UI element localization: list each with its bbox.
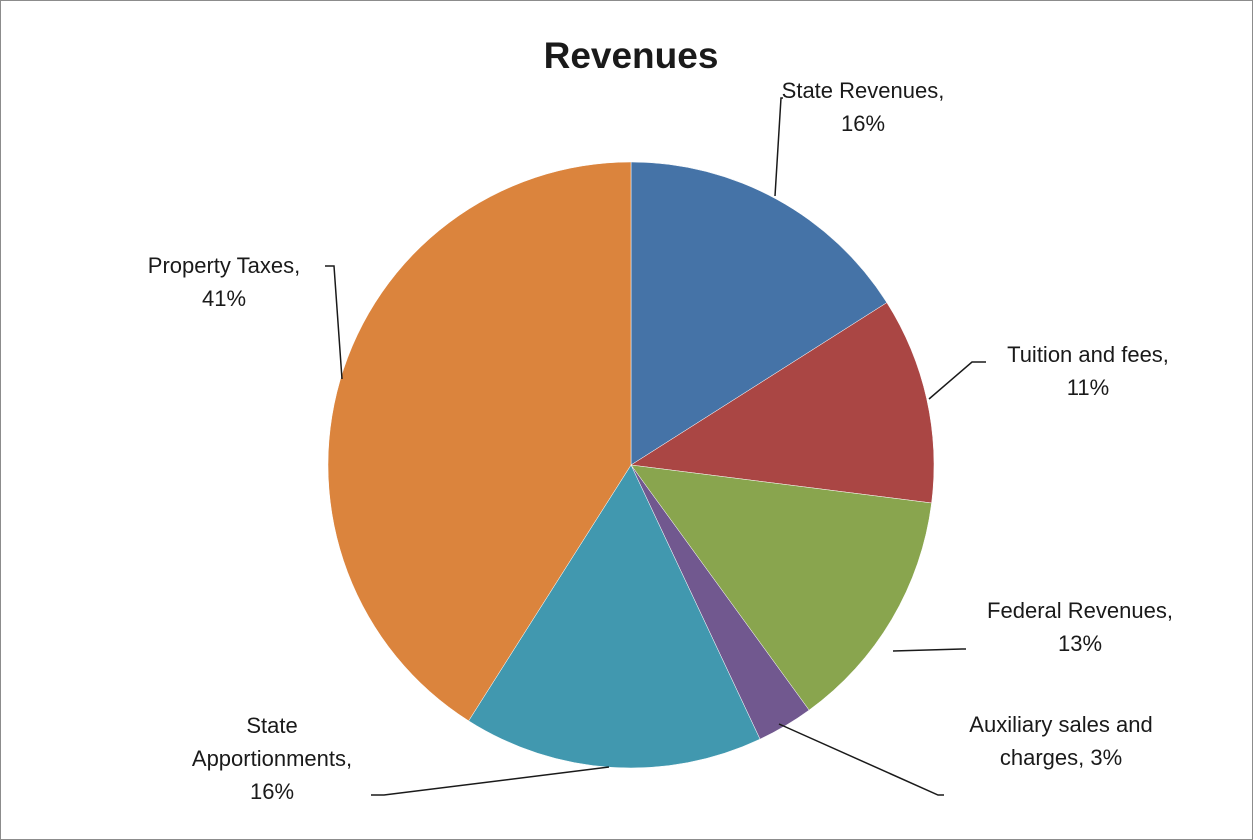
leader-line [774, 97, 783, 197]
slice-labels: State Revenues, 16% Tuition and fees, 11% Fe… [148, 78, 1173, 804]
pie-slices [327, 161, 935, 769]
data-label: Auxiliary sales and charges, 3% [969, 712, 1152, 770]
data-label-line: charges, 3% [1000, 745, 1122, 770]
data-label-line: 16% [250, 779, 294, 804]
leader-line [325, 265, 343, 380]
chart-title: Revenues [544, 35, 719, 76]
leader-line [778, 723, 944, 796]
leader-line [892, 648, 966, 652]
leader-lines [325, 97, 986, 796]
data-label: State Apportionments, 16% [192, 713, 352, 804]
data-label-line: Apportionments, [192, 746, 352, 771]
pie-slice-tuition-and-fees [630, 302, 935, 504]
pie-slice-state-apportionments [468, 464, 761, 769]
data-label-line: State [246, 713, 297, 738]
leader-line [371, 766, 610, 796]
data-label-line: Property Taxes, [148, 253, 300, 278]
data-label-line: 11% [1067, 375, 1109, 400]
data-label-line: Federal Revenues, [987, 598, 1173, 623]
data-label-line: 13% [1058, 631, 1102, 656]
data-label-line: Tuition and fees, [1007, 342, 1169, 367]
pie-slice-federal-revenues [630, 464, 932, 711]
data-label-line: Auxiliary sales and [969, 712, 1152, 737]
data-label: Tuition and fees, 11% [1007, 342, 1169, 400]
pie-slice-state-revenues [630, 161, 888, 466]
data-label-line: 41% [202, 286, 246, 311]
data-label-line: 16% [841, 111, 885, 136]
data-label: State Revenues, 16% [782, 78, 945, 136]
data-label-line: State Revenues, [782, 78, 945, 103]
pie-slice-property-taxes [327, 161, 632, 722]
data-label: Property Taxes, 41% [148, 253, 300, 311]
data-label: Federal Revenues, 13% [987, 598, 1173, 656]
leader-line [928, 361, 986, 400]
